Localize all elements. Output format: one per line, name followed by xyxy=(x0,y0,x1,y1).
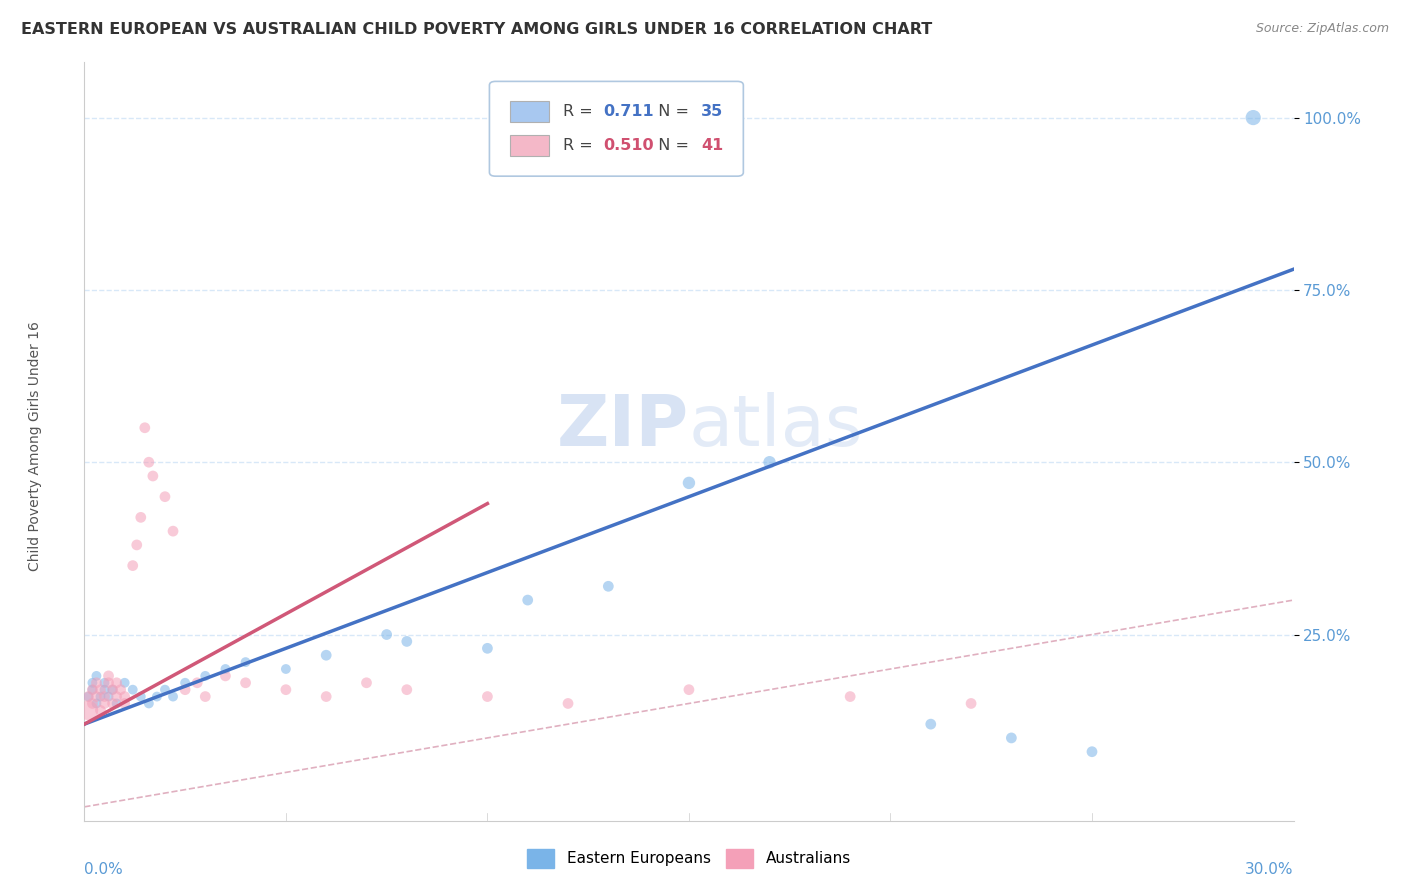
Point xyxy=(110,682,132,697)
Point xyxy=(274,662,297,676)
Point xyxy=(77,690,100,704)
Point xyxy=(315,690,337,704)
Point xyxy=(516,593,538,607)
Point xyxy=(758,455,780,469)
Point xyxy=(153,490,176,504)
Point xyxy=(97,669,120,683)
Point xyxy=(356,675,378,690)
Point xyxy=(129,690,152,704)
Point xyxy=(93,690,115,704)
Point xyxy=(93,675,115,690)
Point xyxy=(97,675,120,690)
Point xyxy=(138,697,160,711)
Point xyxy=(114,690,136,704)
Point xyxy=(121,682,143,697)
Point xyxy=(89,682,111,697)
Text: 30.0%: 30.0% xyxy=(1246,862,1294,877)
Text: N =: N = xyxy=(648,138,695,153)
Point xyxy=(235,655,257,669)
Point xyxy=(235,675,257,690)
FancyBboxPatch shape xyxy=(489,81,744,177)
Point xyxy=(598,579,620,593)
Text: atlas: atlas xyxy=(689,392,863,461)
Text: 0.0%: 0.0% xyxy=(84,862,124,877)
Point xyxy=(162,524,184,538)
Point xyxy=(678,682,700,697)
Point xyxy=(960,697,983,711)
Point xyxy=(920,717,942,731)
Point xyxy=(82,697,104,711)
Point xyxy=(477,641,499,656)
Point xyxy=(77,690,100,704)
Point xyxy=(1081,745,1104,759)
Point xyxy=(214,669,236,683)
Point xyxy=(105,690,128,704)
Point xyxy=(839,690,862,704)
Point xyxy=(129,510,152,524)
Point xyxy=(114,697,136,711)
Point xyxy=(162,690,184,704)
Text: Child Poverty Among Girls Under 16: Child Poverty Among Girls Under 16 xyxy=(28,321,42,571)
Point xyxy=(121,558,143,573)
Point xyxy=(105,697,128,711)
Point xyxy=(86,675,108,690)
Point xyxy=(153,682,176,697)
Text: EASTERN EUROPEAN VS AUSTRALIAN CHILD POVERTY AMONG GIRLS UNDER 16 CORRELATION CH: EASTERN EUROPEAN VS AUSTRALIAN CHILD POV… xyxy=(21,22,932,37)
Point xyxy=(82,682,104,697)
Point xyxy=(315,648,337,663)
Point xyxy=(1241,111,1264,125)
FancyBboxPatch shape xyxy=(510,101,548,122)
Point xyxy=(678,475,700,490)
Point xyxy=(1000,731,1022,745)
Point xyxy=(86,669,108,683)
Point xyxy=(101,697,124,711)
Point xyxy=(142,469,165,483)
Point xyxy=(134,421,156,435)
Point xyxy=(97,690,120,704)
Point xyxy=(477,690,499,704)
Point xyxy=(194,690,217,704)
Point xyxy=(274,682,297,697)
Text: 0.510: 0.510 xyxy=(603,138,654,153)
Text: N =: N = xyxy=(648,104,695,120)
Point xyxy=(114,675,136,690)
Point xyxy=(174,682,197,697)
Point xyxy=(77,703,100,717)
Point xyxy=(214,662,236,676)
Text: ZIP: ZIP xyxy=(557,392,689,461)
Point xyxy=(146,690,169,704)
Point xyxy=(194,669,217,683)
Point xyxy=(89,703,111,717)
Text: 35: 35 xyxy=(702,104,723,120)
Point xyxy=(82,675,104,690)
FancyBboxPatch shape xyxy=(510,136,548,156)
Text: 41: 41 xyxy=(702,138,723,153)
Point xyxy=(89,690,111,704)
Text: R =: R = xyxy=(564,104,598,120)
Point xyxy=(101,682,124,697)
Legend: Eastern Europeans, Australians: Eastern Europeans, Australians xyxy=(520,843,858,873)
Point xyxy=(138,455,160,469)
Point xyxy=(395,682,418,697)
Text: Source: ZipAtlas.com: Source: ZipAtlas.com xyxy=(1256,22,1389,36)
Point xyxy=(375,627,398,641)
Point xyxy=(186,675,208,690)
Point xyxy=(86,697,108,711)
Point xyxy=(395,634,418,648)
Point xyxy=(105,675,128,690)
Point xyxy=(82,682,104,697)
Point xyxy=(174,675,197,690)
Point xyxy=(557,697,579,711)
Point xyxy=(86,690,108,704)
Text: 0.711: 0.711 xyxy=(603,104,654,120)
Point xyxy=(125,538,148,552)
Point xyxy=(93,697,115,711)
Text: R =: R = xyxy=(564,138,598,153)
Point xyxy=(93,682,115,697)
Point xyxy=(101,682,124,697)
